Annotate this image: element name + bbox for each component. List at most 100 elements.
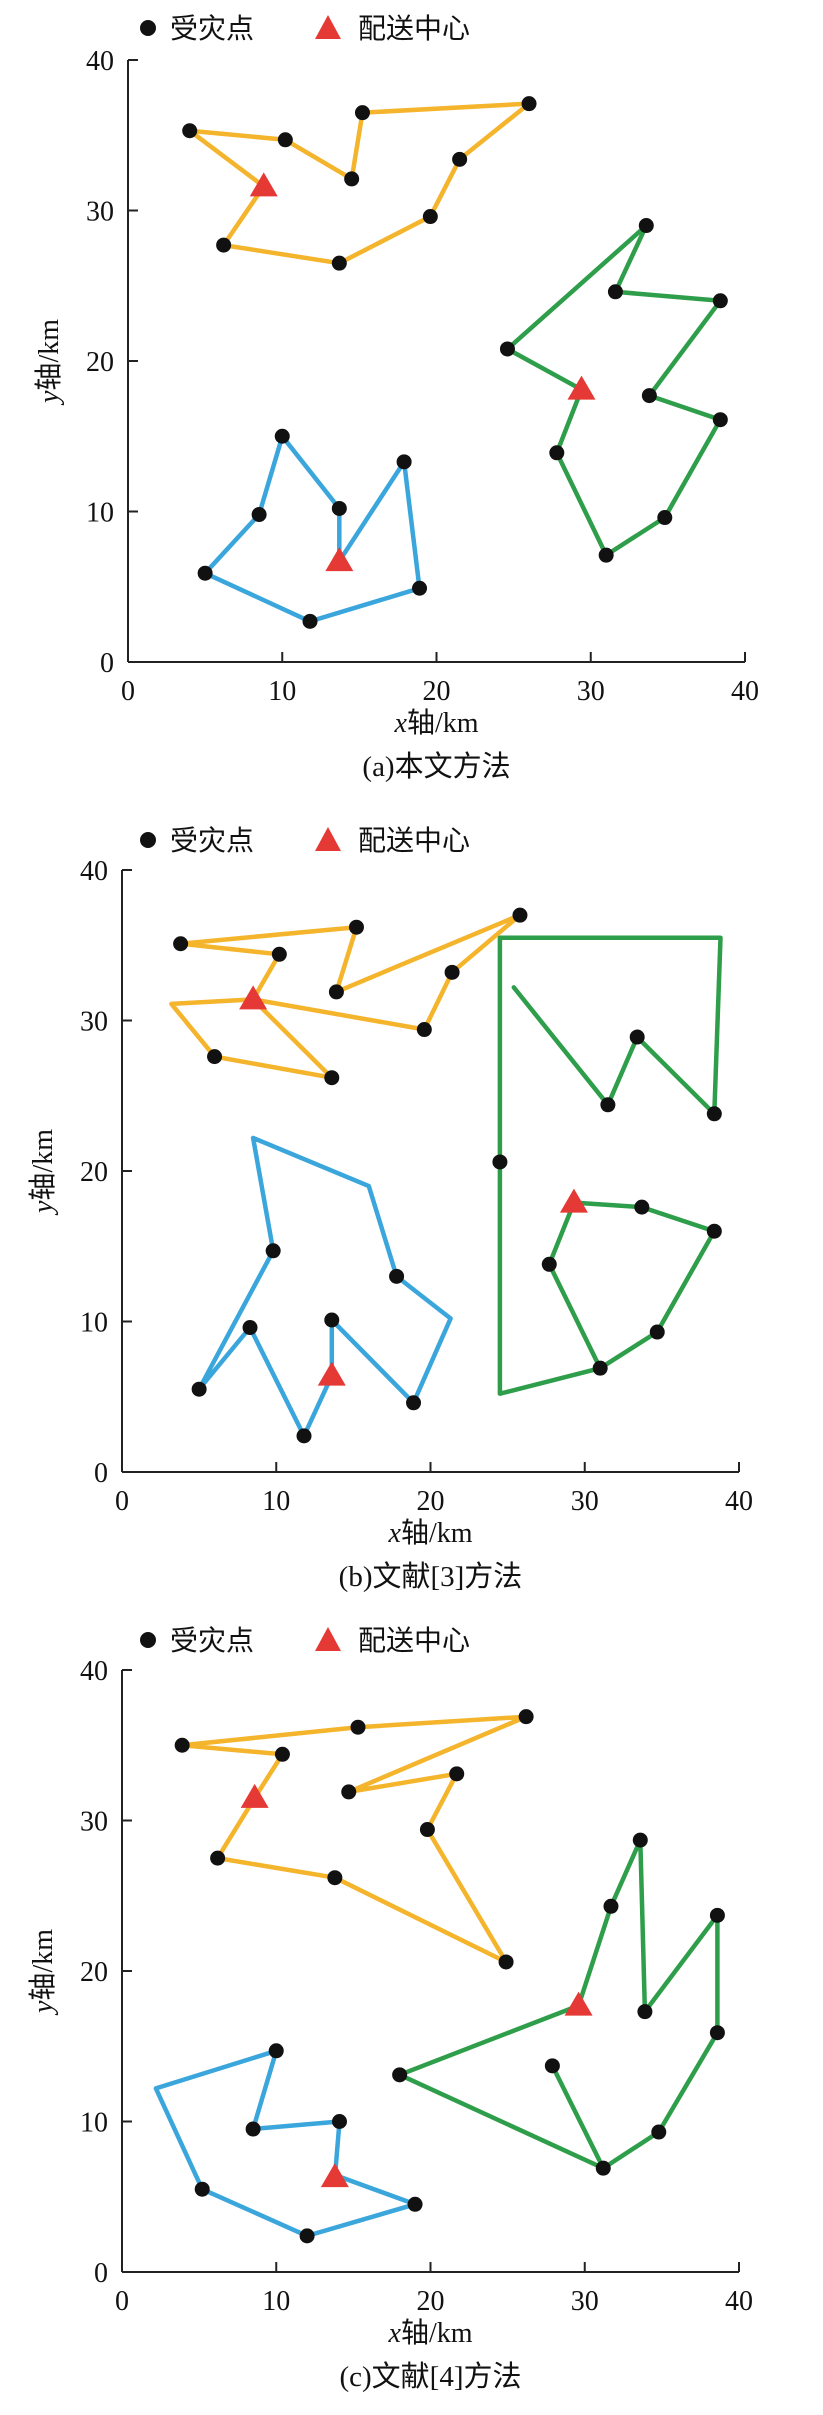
panel-caption: (a)本文方法 xyxy=(362,750,510,783)
affected-point-marker xyxy=(444,964,460,980)
x-tick-label: 0 xyxy=(121,676,135,707)
y-tick-label: 0 xyxy=(94,1458,108,1489)
affected-point-marker xyxy=(396,454,412,470)
affected-point-marker xyxy=(706,1106,722,1122)
affected-point-marker xyxy=(498,1954,514,1970)
affected-point-marker xyxy=(210,1850,226,1866)
panel-caption: (b)文献[3]方法 xyxy=(339,1560,523,1593)
y-tick-label: 0 xyxy=(100,648,114,679)
x-tick-label: 40 xyxy=(731,676,759,707)
x-axis-label: x轴/km xyxy=(394,707,479,739)
affected-point-marker xyxy=(595,2160,611,2176)
affected-point-marker xyxy=(598,547,614,563)
affected-point-marker xyxy=(649,1324,665,1340)
distribution-center-marker xyxy=(239,985,268,1010)
legend-affected-point-label: 受灾点 xyxy=(170,1624,254,1657)
affected-point-marker xyxy=(712,293,728,309)
affected-point-marker xyxy=(634,1199,650,1215)
distribution-center-marker xyxy=(317,1361,346,1386)
x-tick-label: 30 xyxy=(571,2286,599,2317)
route-line-blue xyxy=(196,1135,453,1439)
affected-point-marker xyxy=(518,1709,534,1725)
y-axis-label: y轴/km xyxy=(27,1929,59,2016)
affected-point-marker xyxy=(274,1746,290,1762)
affected-point-marker xyxy=(324,1312,340,1328)
affected-point-marker xyxy=(331,500,347,516)
x-tick-label: 40 xyxy=(725,2286,753,2317)
legend: 受灾点 配送中心 xyxy=(140,1624,470,1657)
affected-point-marker xyxy=(274,428,290,444)
affected-point-marker xyxy=(638,218,654,234)
affected-point-marker xyxy=(242,1320,258,1336)
legend-affected-point-marker xyxy=(140,832,156,848)
affected-point-marker xyxy=(651,2124,667,2140)
legend-center-marker xyxy=(315,1627,341,1651)
affected-point-marker xyxy=(392,2067,408,2083)
affected-point-marker xyxy=(191,1381,207,1397)
x-tick-label: 40 xyxy=(725,1486,753,1517)
affected-point-marker xyxy=(657,510,673,526)
affected-point-marker xyxy=(216,237,232,253)
legend-center-label: 配送中心 xyxy=(358,12,470,45)
affected-point-marker xyxy=(592,1360,608,1376)
affected-point-marker xyxy=(174,1737,190,1753)
y-tick-label: 0 xyxy=(94,2258,108,2289)
distribution-center-marker xyxy=(320,2163,349,2188)
route-line-green xyxy=(397,1837,720,2171)
affected-point-marker xyxy=(637,2004,653,2020)
affected-point-marker xyxy=(354,105,370,121)
affected-point-marker xyxy=(521,96,537,112)
distribution-center-marker xyxy=(567,375,596,400)
y-axis-label: y轴/km xyxy=(27,1129,59,1216)
affected-point-marker xyxy=(492,1154,508,1170)
affected-point-marker xyxy=(271,946,287,962)
affected-point-marker xyxy=(350,1719,366,1735)
y-tick-label: 30 xyxy=(86,197,114,228)
route-line-orange xyxy=(179,1714,529,1965)
affected-point-marker xyxy=(709,1907,725,1923)
legend-affected-point-marker xyxy=(140,1632,156,1648)
x-axis-label: x轴/km xyxy=(388,2317,473,2349)
affected-point-marker xyxy=(422,209,438,225)
y-tick-label: 30 xyxy=(80,1007,108,1038)
y-tick-label: 40 xyxy=(80,856,108,887)
affected-point-marker xyxy=(245,2121,261,2137)
affected-point-marker xyxy=(251,507,267,523)
legend: 受灾点 配送中心 xyxy=(140,824,470,857)
route-line-green xyxy=(505,223,723,558)
affected-point-marker xyxy=(641,388,657,404)
x-tick-label: 10 xyxy=(262,2286,290,2317)
affected-point-marker xyxy=(299,2228,315,2244)
affected-point-marker xyxy=(197,565,213,581)
affected-point-marker xyxy=(499,341,515,357)
legend-affected-point-marker xyxy=(140,20,156,36)
affected-point-marker xyxy=(207,1049,223,1065)
distribution-center-marker xyxy=(564,1991,593,2016)
y-axis-label: y轴/km xyxy=(33,319,65,406)
y-tick-label: 10 xyxy=(80,2108,108,2139)
affected-point-marker xyxy=(268,2043,284,2059)
affected-point-marker xyxy=(277,132,293,148)
affected-point-marker xyxy=(328,984,344,1000)
x-axis-label: x轴/km xyxy=(388,1517,473,1549)
route-line-orange xyxy=(169,912,523,1080)
x-tick-label: 10 xyxy=(268,676,296,707)
affected-point-marker xyxy=(406,1395,422,1411)
route-line-blue xyxy=(202,434,422,624)
affected-point-marker xyxy=(194,2181,210,2197)
affected-point-marker xyxy=(331,255,347,271)
chart-panel-2: 受灾点 配送中心 0 10 20 30 40 0 10 20 30 40 x轴/km y轴/km (b)文献… xyxy=(0,805,823,1610)
panel-caption: (c)文献[4]方法 xyxy=(339,2360,521,2393)
y-tick-label: 20 xyxy=(86,347,114,378)
chart-panel-1: 受灾点 配送中心 0 10 20 30 40 0 10 20 30 40 x轴/km y轴/km (a)本文… xyxy=(0,0,823,805)
y-tick-label: 10 xyxy=(86,498,114,529)
chart-svg-2: 受灾点 配送中心 0 10 20 30 40 0 10 20 30 40 x轴/km y轴/km (b)文献… xyxy=(27,824,753,1593)
y-tick-label: 40 xyxy=(86,46,114,77)
chart-svg-3: 受灾点 配送中心 0 10 20 30 40 0 10 20 30 40 x轴/km y轴/km (c)文献… xyxy=(27,1624,753,2393)
affected-point-marker xyxy=(331,2114,347,2129)
distribution-center-marker xyxy=(325,547,354,572)
x-tick-label: 30 xyxy=(571,1486,599,1517)
x-tick-label: 0 xyxy=(115,2286,129,2317)
route-line-green xyxy=(497,935,723,1396)
